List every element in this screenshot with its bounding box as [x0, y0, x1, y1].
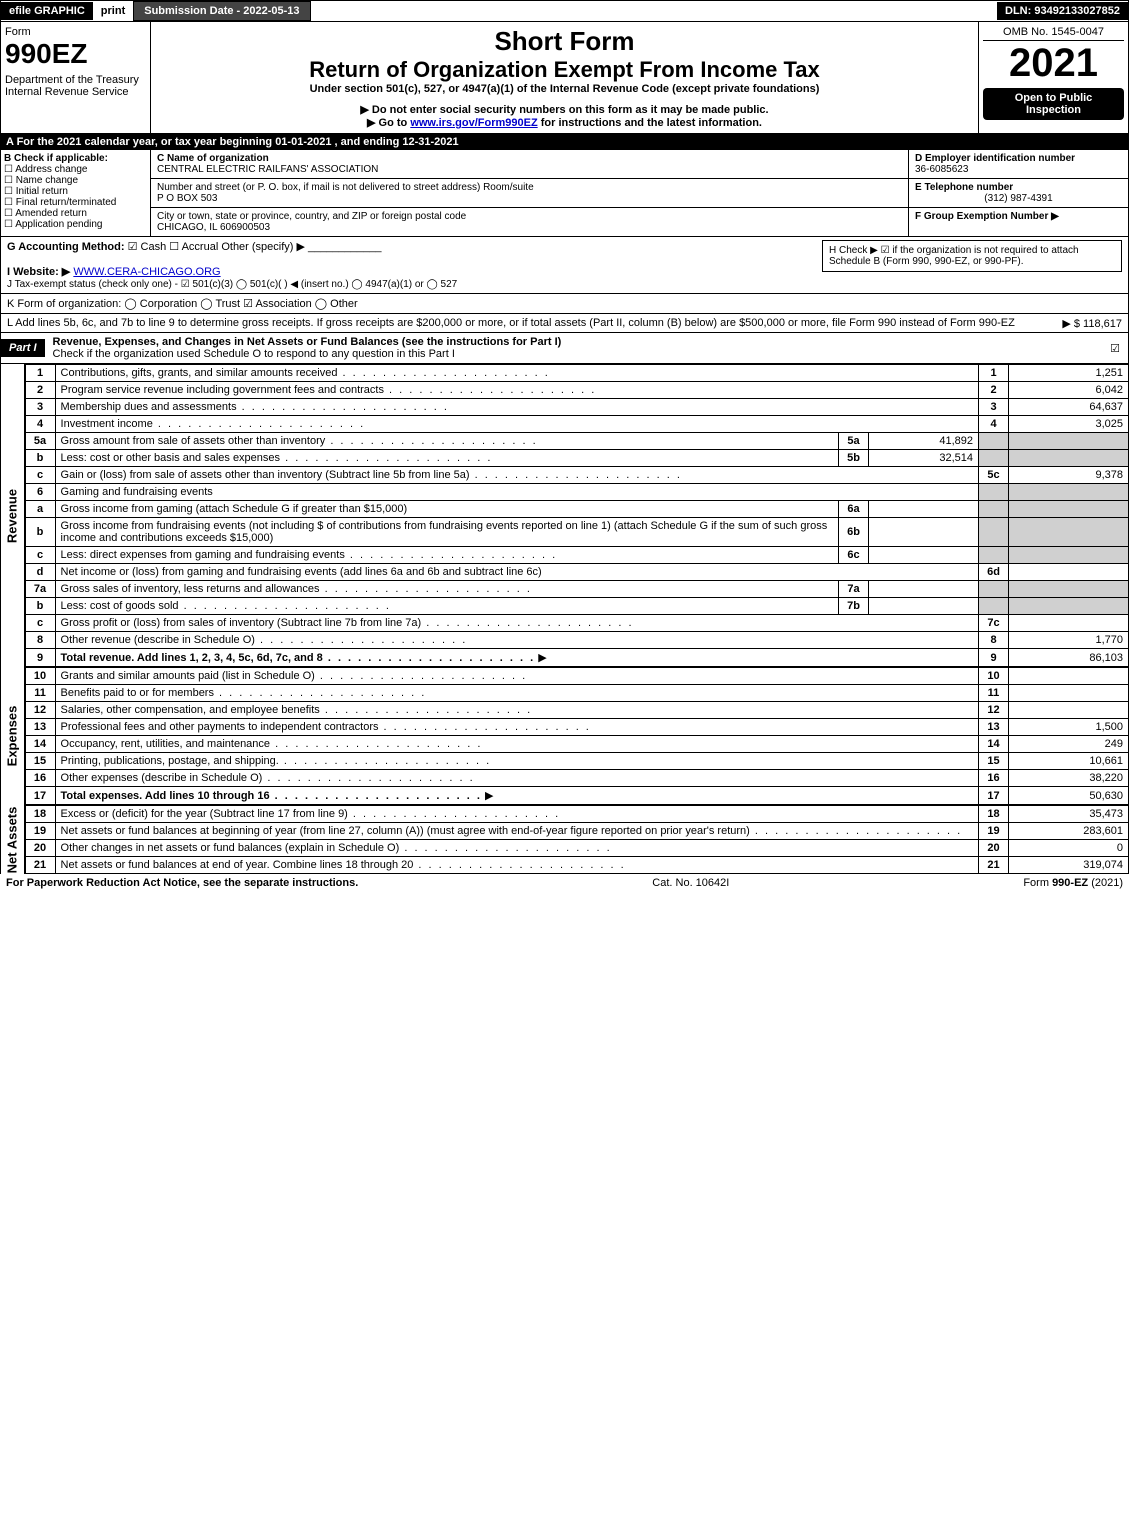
line-7b: bLess: cost of goods sold7b	[25, 598, 1128, 615]
line-7a: 7aGross sales of inventory, less returns…	[25, 581, 1128, 598]
website-link[interactable]: WWW.CERA-CHICAGO.ORG	[73, 266, 220, 278]
irs-link[interactable]: www.irs.gov/Form990EZ	[410, 117, 537, 129]
col-d-ids: D Employer identification number 36-6085…	[908, 150, 1128, 236]
tel-value: (312) 987-4391	[915, 193, 1122, 204]
col-c-org: C Name of organization CENTRAL ELECTRIC …	[151, 150, 908, 236]
chk-accrual[interactable]: Accrual	[169, 241, 218, 253]
netassets-side-label: Net Assets	[5, 806, 20, 873]
part-i-title: Revenue, Expenses, and Changes in Net As…	[53, 336, 562, 348]
form-word: Form	[5, 26, 146, 38]
chk-address-change[interactable]: Address change	[4, 164, 87, 175]
form-header: Form 990EZ Department of the Treasury In…	[0, 22, 1129, 134]
line-18: 18Excess or (deficit) for the year (Subt…	[25, 806, 1128, 823]
chk-amended-return[interactable]: Amended return	[4, 208, 87, 219]
netassets-section: Net Assets 18Excess or (deficit) for the…	[0, 805, 1129, 874]
street-label: Number and street (or P. O. box, if mail…	[157, 182, 534, 193]
line-9: 9Total revenue. Add lines 1, 2, 3, 4, 5c…	[25, 649, 1128, 667]
row-g-h: G Accounting Method: Cash Accrual Other …	[0, 237, 1129, 294]
line-15: 15Printing, publications, postage, and s…	[25, 753, 1128, 770]
page-footer: For Paperwork Reduction Act Notice, see …	[0, 874, 1129, 892]
col-b-checkboxes: B Check if applicable: Address change Na…	[1, 150, 151, 236]
part-i-check-text: Check if the organization used Schedule …	[53, 348, 455, 360]
row-l-text: L Add lines 5b, 6c, and 7b to line 9 to …	[7, 317, 1015, 329]
line-12: 12Salaries, other compensation, and empl…	[25, 702, 1128, 719]
line-20: 20Other changes in net assets or fund ba…	[25, 840, 1128, 857]
subtitle: Under section 501(c), 527, or 4947(a)(1)…	[159, 83, 970, 95]
chk-initial-return[interactable]: Initial return	[4, 186, 68, 197]
org-name-label: C Name of organization	[157, 153, 269, 164]
short-form-title: Short Form	[159, 26, 970, 57]
org-info-grid: B Check if applicable: Address change Na…	[0, 150, 1129, 237]
website-label: I Website: ▶	[7, 266, 70, 278]
other-specify: Other (specify) ▶	[221, 241, 305, 253]
city-value: CHICAGO, IL 606900503	[157, 222, 270, 233]
ein-value: 36-6085623	[915, 164, 968, 175]
line-6: 6Gaming and fundraising events	[25, 484, 1128, 501]
section-a-taxyear: A For the 2021 calendar year, or tax yea…	[0, 134, 1129, 150]
line-6b: bGross income from fundraising events (n…	[25, 518, 1128, 547]
line-11: 11Benefits paid to or for members11	[25, 685, 1128, 702]
line-5c: cGain or (loss) from sale of assets othe…	[25, 467, 1128, 484]
department: Department of the Treasury Internal Reve…	[5, 74, 146, 98]
line-16: 16Other expenses (describe in Schedule O…	[25, 770, 1128, 787]
line-21: 21Net assets or fund balances at end of …	[25, 857, 1128, 874]
line-17: 17Total expenses. Add lines 10 through 1…	[25, 787, 1128, 805]
city-label: City or town, state or province, country…	[157, 211, 466, 222]
revenue-side-label: Revenue	[5, 488, 20, 542]
revenue-section: Revenue 1Contributions, gifts, grants, a…	[0, 364, 1129, 667]
chk-final-return[interactable]: Final return/terminated	[4, 197, 116, 208]
expenses-section: Expenses 10Grants and similar amounts pa…	[0, 667, 1129, 805]
row-k-form-org: K Form of organization: ◯ Corporation ◯ …	[0, 294, 1129, 314]
line-6c: cLess: direct expenses from gaming and f…	[25, 547, 1128, 564]
group-exemption-label: F Group Exemption Number ▶	[915, 211, 1059, 222]
row-j-tax-exempt: J Tax-exempt status (check only one) - ☑…	[7, 279, 457, 290]
open-inspection: Open to Public Inspection	[983, 88, 1124, 120]
form-number: 990EZ	[5, 38, 146, 70]
line-5b: bLess: cost or other basis and sales exp…	[25, 450, 1128, 467]
col-b-head: B Check if applicable:	[4, 153, 108, 164]
row-h-schedule-b: H Check ▶ ☑ if the organization is not r…	[822, 240, 1122, 272]
line-6a: aGross income from gaming (attach Schedu…	[25, 501, 1128, 518]
chk-name-change[interactable]: Name change	[4, 175, 78, 186]
org-name: CENTRAL ELECTRIC RAILFANS' ASSOCIATION	[157, 164, 378, 175]
expenses-side-label: Expenses	[5, 706, 20, 767]
accounting-method-label: G Accounting Method:	[7, 241, 125, 253]
return-title: Return of Organization Exempt From Incom…	[159, 57, 970, 83]
footer-right: Form 990-EZ (2021)	[1023, 877, 1123, 889]
line-4: 4Investment income43,025	[25, 416, 1128, 433]
street-value: P O BOX 503	[157, 193, 217, 204]
row-l-amount: ▶ $ 118,617	[1062, 317, 1122, 330]
line-2: 2Program service revenue including gover…	[25, 382, 1128, 399]
efile-label: efile GRAPHIC	[1, 2, 93, 20]
line-5a: 5aGross amount from sale of assets other…	[25, 433, 1128, 450]
footer-left: For Paperwork Reduction Act Notice, see …	[6, 877, 358, 889]
tax-year: 2021	[983, 41, 1124, 86]
submission-date: Submission Date - 2022-05-13	[133, 1, 310, 21]
line-14: 14Occupancy, rent, utilities, and mainte…	[25, 736, 1128, 753]
part-i-header: Part I Revenue, Expenses, and Changes in…	[0, 333, 1129, 364]
omb-number: OMB No. 1545-0047	[983, 26, 1124, 41]
print-button[interactable]: print	[93, 2, 133, 20]
line-6d: dNet income or (loss) from gaming and fu…	[25, 564, 1128, 581]
chk-cash[interactable]: Cash	[128, 241, 167, 253]
part-i-tab: Part I	[1, 339, 45, 357]
line-7c: cGross profit or (loss) from sales of in…	[25, 615, 1128, 632]
chk-application-pending[interactable]: Application pending	[4, 219, 103, 230]
line-13: 13Professional fees and other payments t…	[25, 719, 1128, 736]
footer-center: Cat. No. 10642I	[652, 877, 729, 889]
row-l-gross-receipts: L Add lines 5b, 6c, and 7b to line 9 to …	[0, 314, 1129, 333]
part-i-checkbox[interactable]: ☑	[1102, 339, 1128, 358]
tel-label: E Telephone number	[915, 182, 1013, 193]
line-8: 8Other revenue (describe in Schedule O)8…	[25, 632, 1128, 649]
ein-label: D Employer identification number	[915, 153, 1075, 164]
dln-label: DLN: 93492133027852	[997, 2, 1128, 20]
line-19: 19Net assets or fund balances at beginni…	[25, 823, 1128, 840]
line-1: 1Contributions, gifts, grants, and simil…	[25, 365, 1128, 382]
top-bar: efile GRAPHIC print Submission Date - 20…	[0, 0, 1129, 22]
goto-line: ▶ Go to www.irs.gov/Form990EZ for instru…	[159, 116, 970, 129]
ssn-warning: ▶ Do not enter social security numbers o…	[159, 103, 970, 116]
line-3: 3Membership dues and assessments364,637	[25, 399, 1128, 416]
line-10: 10Grants and similar amounts paid (list …	[25, 668, 1128, 685]
